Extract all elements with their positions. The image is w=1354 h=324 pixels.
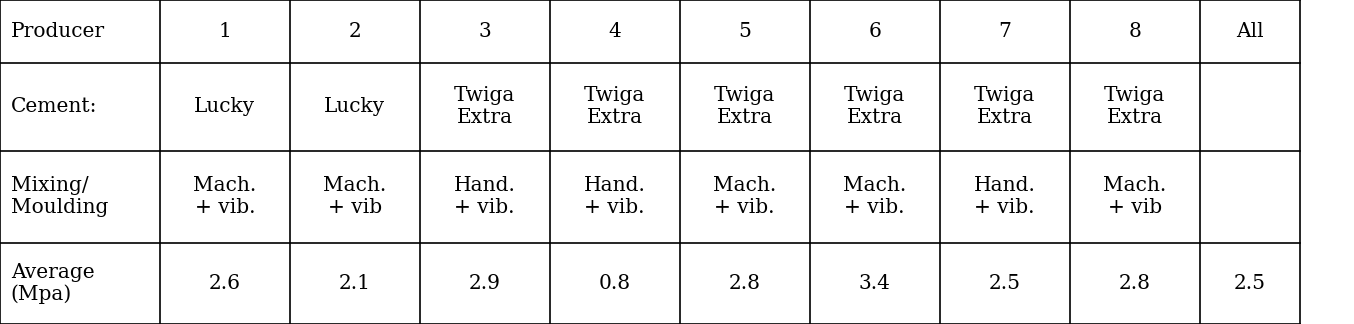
Text: 4: 4	[608, 22, 621, 41]
Text: 0.8: 0.8	[598, 274, 631, 293]
Text: 2.9: 2.9	[468, 274, 501, 293]
Text: Mach.
+ vib: Mach. + vib	[324, 176, 386, 217]
Text: Twiga
Extra: Twiga Extra	[1104, 87, 1166, 127]
Text: Hand.
+ vib.: Hand. + vib.	[974, 176, 1036, 217]
Text: Twiga
Extra: Twiga Extra	[454, 87, 516, 127]
Text: Mach.
+ vib.: Mach. + vib.	[714, 176, 776, 217]
Text: Average
(Mpa): Average (Mpa)	[11, 263, 95, 304]
Text: 2.5: 2.5	[1233, 274, 1266, 293]
Text: 2.5: 2.5	[988, 274, 1021, 293]
Text: Cement:: Cement:	[11, 98, 97, 116]
Text: All: All	[1236, 22, 1263, 41]
Text: Hand.
+ vib.: Hand. + vib.	[584, 176, 646, 217]
Text: Mixing/
Moulding: Mixing/ Moulding	[11, 176, 108, 217]
Text: 5: 5	[738, 22, 751, 41]
Text: 2: 2	[348, 22, 362, 41]
Text: 6: 6	[868, 22, 881, 41]
Text: Lucky: Lucky	[324, 98, 386, 116]
Text: 1: 1	[218, 22, 232, 41]
Text: Mach.
+ vib.: Mach. + vib.	[844, 176, 906, 217]
Text: Twiga
Extra: Twiga Extra	[584, 87, 646, 127]
Text: Lucky: Lucky	[194, 98, 256, 116]
Text: Hand.
+ vib.: Hand. + vib.	[454, 176, 516, 217]
Text: Twiga
Extra: Twiga Extra	[714, 87, 776, 127]
Text: Twiga
Extra: Twiga Extra	[974, 87, 1036, 127]
Text: 2.8: 2.8	[1118, 274, 1151, 293]
Text: Mach.
+ vib.: Mach. + vib.	[194, 176, 256, 217]
Text: 2.6: 2.6	[209, 274, 241, 293]
Text: Producer: Producer	[11, 22, 106, 41]
Text: 2.8: 2.8	[728, 274, 761, 293]
Text: 3.4: 3.4	[858, 274, 891, 293]
Text: 7: 7	[998, 22, 1011, 41]
Text: Mach.
+ vib: Mach. + vib	[1104, 176, 1166, 217]
Text: Twiga
Extra: Twiga Extra	[844, 87, 906, 127]
Text: 8: 8	[1128, 22, 1141, 41]
Text: 2.1: 2.1	[338, 274, 371, 293]
Text: 3: 3	[478, 22, 492, 41]
